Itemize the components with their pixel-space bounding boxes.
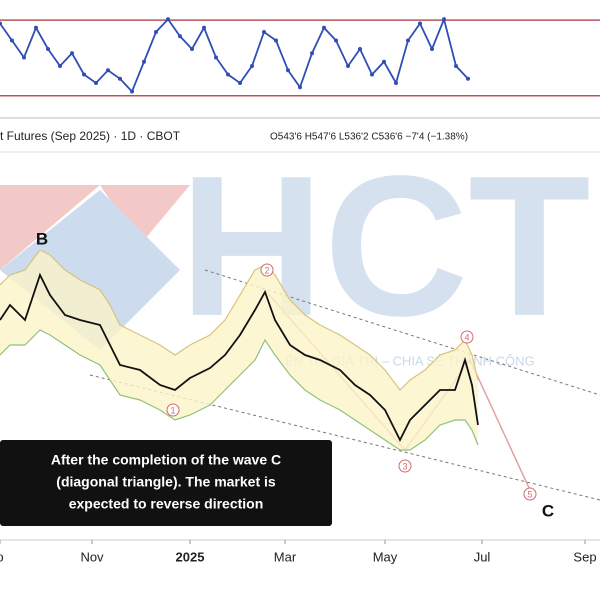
point	[430, 47, 434, 51]
logo-shape	[0, 185, 100, 270]
note-line: (diagonal triangle). The market is	[56, 474, 276, 490]
point	[22, 55, 26, 60]
band-fill	[0, 250, 478, 450]
point	[442, 17, 446, 22]
ohlc: O543'6 H547'6 L536'2 C536'6 −7'4 (−1.38%…	[270, 132, 468, 143]
point	[118, 76, 122, 81]
header: t Futures (Sep 2025) · 1D · CBOT	[0, 129, 181, 143]
point	[262, 30, 266, 34]
wave-label: C	[542, 501, 554, 520]
band-line	[0, 249, 479, 391]
point	[178, 34, 182, 39]
point	[46, 47, 50, 51]
wave-label: B	[36, 229, 48, 248]
logo-shape	[100, 185, 190, 245]
point	[154, 30, 158, 34]
point	[142, 59, 146, 64]
wave-number: 1	[170, 405, 175, 415]
point	[94, 81, 98, 85]
point	[346, 64, 350, 68]
point	[274, 38, 278, 43]
wave-number: 3	[402, 461, 407, 471]
point	[466, 76, 470, 81]
point	[298, 85, 302, 90]
note-box	[0, 440, 332, 526]
point	[10, 38, 14, 43]
x-tick-label: Mar	[274, 549, 297, 564]
wave-marker	[398, 459, 412, 473]
wave-marker	[523, 487, 537, 501]
point	[166, 17, 170, 22]
point	[358, 47, 362, 51]
note-line: After the completion of the wave C	[51, 452, 281, 468]
wave-number: 4	[464, 332, 469, 342]
note-line: expected to reverse direction	[69, 496, 264, 512]
wave-number: 2	[264, 265, 269, 275]
point	[394, 81, 398, 85]
point	[310, 51, 314, 56]
plot	[0, 16, 600, 451]
point	[406, 38, 410, 43]
point	[238, 81, 242, 85]
price-line	[0, 272, 479, 443]
x-tick-label: 2025	[176, 549, 205, 564]
point	[382, 59, 386, 64]
point	[0, 21, 2, 26]
point	[106, 68, 110, 73]
point	[286, 68, 290, 73]
point	[370, 72, 374, 77]
wave-marker	[260, 263, 274, 277]
logo	[0, 185, 190, 350]
point	[82, 72, 86, 77]
point	[334, 38, 338, 43]
point	[70, 51, 74, 56]
point	[418, 21, 422, 26]
point	[322, 25, 326, 30]
point	[454, 64, 458, 68]
point	[202, 25, 206, 30]
wave-marker	[460, 330, 474, 344]
point	[250, 64, 254, 68]
x-tick-label: May	[373, 549, 398, 564]
point	[190, 47, 194, 51]
point	[214, 55, 218, 60]
wave-marker	[166, 403, 180, 417]
price-line	[0, 16, 469, 94]
logo-shape	[0, 190, 180, 350]
x-tick-label: Nov	[80, 549, 104, 564]
x-tick-label: p	[0, 549, 4, 564]
point	[226, 72, 230, 77]
x-tick-label: Sep	[573, 549, 596, 564]
point	[34, 25, 38, 30]
wave-number: 5	[527, 489, 532, 499]
point	[58, 64, 62, 68]
x-tick-label: Jul	[474, 549, 491, 564]
point	[130, 89, 134, 94]
band-line	[0, 329, 479, 451]
